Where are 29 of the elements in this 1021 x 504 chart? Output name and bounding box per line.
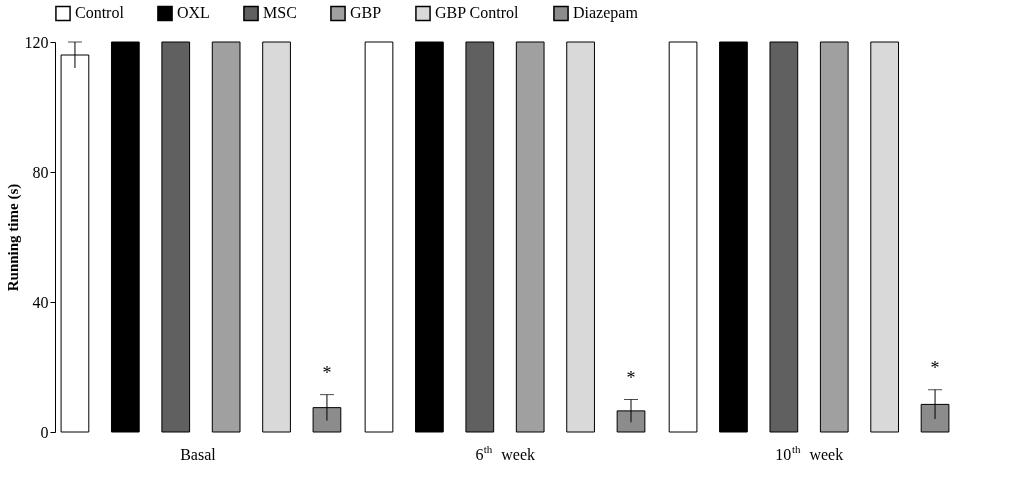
legend-label: GBP Control bbox=[435, 4, 519, 22]
legend-label: Diazepam bbox=[573, 4, 639, 23]
bar bbox=[769, 41, 799, 433]
bar bbox=[819, 41, 849, 433]
annotation: * bbox=[626, 367, 636, 388]
bar bbox=[161, 41, 191, 433]
annotation: * bbox=[322, 362, 332, 383]
bar bbox=[870, 41, 900, 433]
bar bbox=[719, 41, 748, 433]
legend-label: MSC bbox=[263, 4, 297, 22]
bar bbox=[515, 41, 545, 433]
x-tick-label: Basal bbox=[180, 446, 217, 463]
bar bbox=[211, 41, 241, 433]
bar bbox=[364, 41, 394, 433]
y-tick-label: 40 bbox=[32, 293, 49, 311]
legend-label: Control bbox=[75, 4, 125, 22]
annotation: * bbox=[930, 357, 940, 378]
legend-label: OXL bbox=[177, 4, 210, 22]
bar bbox=[465, 41, 495, 433]
bar bbox=[110, 41, 140, 433]
y-tick-label: 0 bbox=[40, 423, 49, 441]
y-tick-label: 120 bbox=[24, 33, 49, 51]
bar bbox=[566, 41, 595, 433]
y-tick-label: 80 bbox=[32, 163, 49, 181]
bar bbox=[668, 41, 698, 433]
bar bbox=[415, 41, 444, 433]
bar bbox=[262, 41, 291, 433]
legend-label: GBP bbox=[350, 4, 382, 22]
y-axis-title: Running time (s) bbox=[4, 183, 22, 292]
